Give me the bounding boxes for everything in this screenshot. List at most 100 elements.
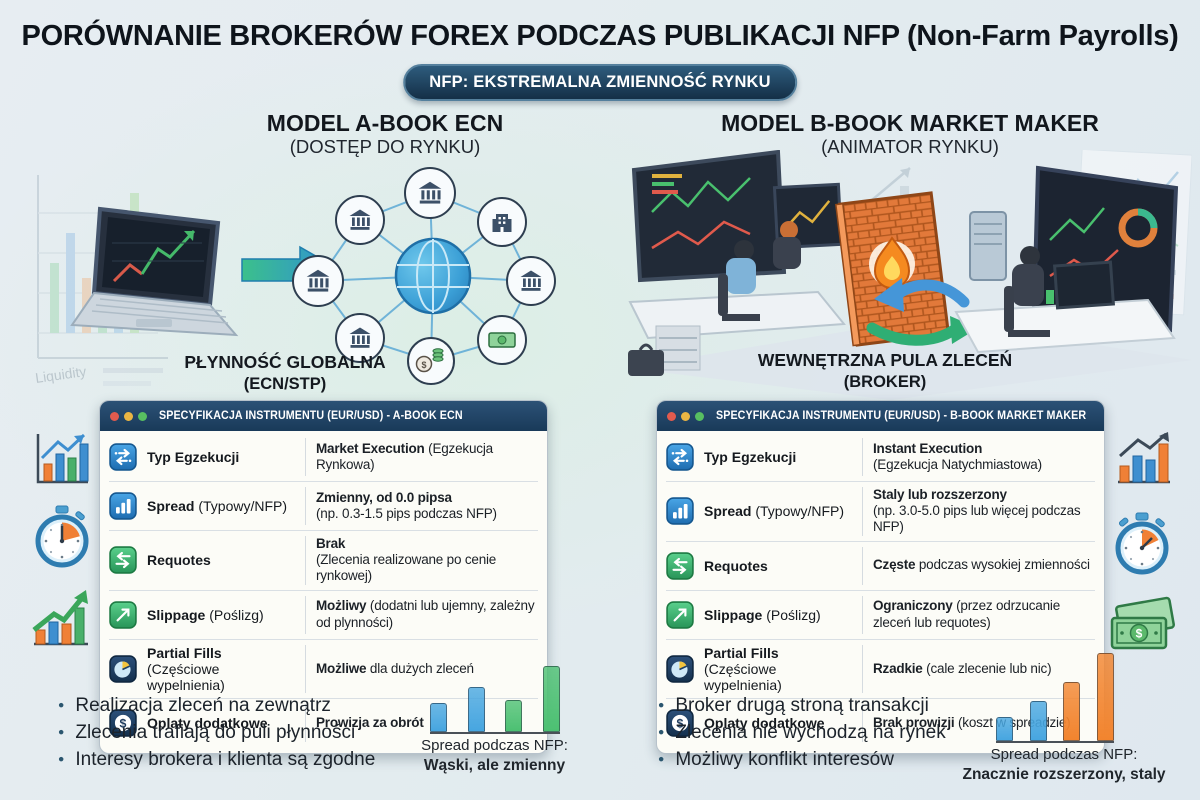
spec-value: Ograniczony (przez odrzucanie zleceń lub… [873, 598, 1061, 630]
spec-value: Możliwe dla dużych zleceń [316, 660, 474, 676]
list-item: Realizacja zleceń na zewnątrz [58, 692, 428, 719]
spec-label: Slippage (Poślizg) [704, 606, 821, 623]
spec-panel-titlebar: SPECYFIKACJA INSTRUMENTU (EUR/USD) - A-B… [100, 401, 547, 431]
left-diagram-label-line1: PŁYNNOŚĆ GLOBALNA [184, 352, 386, 372]
spec-row-spread: Spread (Typowy/NFP) Zmienny, od 0.0 pips… [109, 481, 538, 530]
spec-label: Slippage (Poślizg) [147, 606, 264, 623]
spread-chart-b-book [996, 653, 1114, 743]
spec-row-requotes: Requotes Częste podczas wysokiej zmienno… [666, 540, 1095, 590]
money-bills-icon: $ [1110, 596, 1175, 650]
red-dot-icon [667, 411, 676, 421]
spec-value: Częste podczas wysokiej zmienności [873, 557, 1090, 573]
spec-value: Zmienny, od 0.0 pipsa (np. 0.3-1.5 pips p… [316, 489, 497, 521]
right-column-heading: MODEL B-BOOK MARKET MAKER (ANIMATOR RYNK… [660, 110, 1160, 158]
trader-desk-icon [628, 221, 846, 376]
left-model-title: MODEL A-BOOK ECN [266, 110, 504, 136]
partial-fills-pie-icon [666, 654, 704, 683]
requotes-arrows-icon [109, 546, 147, 575]
spec-label: Typ Egzekucji [147, 448, 240, 465]
slippage-arrow-icon [109, 600, 147, 629]
a-book-summary-list: Realizacja zleceń na zewnątrz Zlecenia t… [58, 692, 428, 773]
swap-arrows-icon [866, 278, 978, 346]
spec-row-slippage: Slippage (Poślizg) Możliwy (dodatni lub … [109, 589, 538, 639]
partial-fills-pie-icon [109, 654, 147, 683]
bank-node-icon [404, 167, 456, 219]
b-book-dealing-desk-diagram [626, 150, 1192, 400]
bank-node-icon [335, 313, 385, 363]
laptop-chart-icon [70, 206, 239, 337]
spread-chart-caption: Spread podczas NFP: Znacznie rozszerzony… [948, 745, 1180, 785]
trader-figure [773, 221, 801, 269]
caption-line1: Spread podczas NFP: [421, 737, 568, 754]
list-item: Interesy brokera i klienta są zgodne [58, 746, 428, 773]
spec-value: Rzadkie (cale zlecenie lub nic) [873, 660, 1052, 676]
list-item: Broker drugą stroną transakcji [658, 692, 1028, 719]
flame-icon [869, 236, 915, 289]
execution-type-icon [666, 443, 704, 471]
requotes-arrows-icon [666, 551, 704, 580]
slippage-arrow-icon [666, 600, 704, 629]
growth-arrow-chart-icon [32, 590, 88, 646]
right-diagram-label-line2: (BROKER) [843, 372, 927, 391]
building-node-icon [477, 197, 527, 247]
right-model-subtitle: (ANIMATOR RYNKU) [821, 136, 999, 158]
svg-text:$: $ [421, 360, 426, 370]
svg-text:Liquidity: Liquidity [34, 363, 87, 386]
spec-label: Requotes [704, 557, 768, 574]
spec-label: Typ Egzekucji [704, 448, 797, 465]
spec-value: Brak (Zlecenia realizowane po cenie rynko… [316, 536, 497, 584]
red-dot-icon [110, 411, 119, 421]
spec-value: Staly lub rozszerzony (np. 3.0-5.0 pips l… [873, 487, 1081, 535]
spec-row-requotes: Requotes Brak (Zlecenia realizowane po ce… [109, 530, 538, 590]
spec-row-spread: Spread (Typowy/NFP) Staly lub rozszerzon… [666, 481, 1095, 541]
yellow-dot-icon [124, 411, 133, 421]
yellow-dot-icon [681, 411, 690, 421]
right-diagram-label-line1: WEWNĘTRZNA PULA ZLECEŃ [757, 350, 1013, 370]
spread-chart-caption: Spread podczas NFP: Wąski, ale zmienny [402, 736, 587, 776]
left-column-heading: MODEL A-BOOK ECN (DOSTĘP DO RYNKU) [135, 110, 635, 158]
green-dot-icon [138, 411, 147, 421]
spread-chart-a-book [430, 666, 560, 734]
green-dot-icon [695, 411, 704, 421]
left-diagram-label: PŁYNNOŚĆ GLOBALNA (ECN/STP) [150, 352, 420, 395]
spec-row-partial-fills: Partial Fills (Częściowe wypelnienia) Moż… [109, 638, 538, 698]
bar-chart-trend-icon [36, 433, 89, 484]
spec-panel-title: SPECYFIKACJA INSTRUMENTU (EUR/USD) - B-B… [716, 410, 1087, 422]
caption-line2: Wąski, ale zmienny [423, 757, 566, 774]
trader-desk-icon [954, 165, 1179, 354]
caption-line2: Znacznie rozszerzony, staly [962, 766, 1166, 783]
svg-text:$: $ [1136, 627, 1143, 641]
spec-row-execution-type: Typ Egzekucji Instant Execution (Egzekucj… [666, 433, 1095, 481]
spec-label: Spread (Typowy/NFP) [704, 503, 845, 520]
spec-panel-titlebar: SPECYFIKACJA INSTRUMENTU (EUR/USD) - B-B… [657, 401, 1104, 431]
right-model-title: MODEL B-BOOK MARKET MAKER [721, 110, 1099, 136]
globe-icon [394, 237, 472, 315]
spread-bars-icon [109, 492, 147, 520]
execution-type-icon [109, 443, 147, 471]
trader-figure [1004, 246, 1050, 337]
left-model-subtitle: (DOSTĘP DO RYNKU) [289, 136, 481, 158]
a-book-liquidity-diagram: Liquidity [34, 167, 556, 386]
bank-node-icon [292, 255, 344, 307]
liquidity-nodes: $ [292, 167, 556, 385]
left-diagram-label-line2: (ECN/STP) [243, 374, 327, 393]
stopwatch-icon [1115, 512, 1169, 575]
spec-panel-title: SPECYFIKACJA INSTRUMENTU (EUR/USD) - A-B… [159, 410, 463, 422]
page-title: PORÓWNANIE BROKERÓW FOREX PODCZAS PUBLIK… [21, 20, 1179, 52]
spec-label: Partial Fills (Częściowe wypelnienia) [704, 644, 782, 693]
money-bill-node-icon [477, 315, 527, 365]
spread-bars-icon [666, 497, 704, 526]
bank-node-icon [506, 256, 556, 306]
bank-node-icon [335, 195, 385, 245]
spec-row-slippage: Slippage (Poślizg) Ograniczony (przez od… [666, 589, 1095, 639]
right-diagram-label: WEWNĘTRZNA PULA ZLECEŃ (BROKER) [740, 350, 1030, 393]
spec-row-execution-type: Typ Egzekucji Market Execution (Egzekucj… [109, 433, 538, 481]
spec-label: Partial Fills (Częściowe wypelnienia) [147, 644, 225, 693]
nfp-badge: NFP: EKSTREMALNA ZMIENNOŚĆ RYNKU [403, 64, 797, 101]
money-bag-node-icon: $ [407, 337, 455, 385]
b-book-summary-list: Broker drugą stroną transakcji Zlecenia … [658, 692, 1028, 773]
list-item: Możliwy konflikt interesów [658, 746, 1028, 773]
caption-line1: Spread podczas NFP: [990, 746, 1138, 763]
spec-row-partial-fills: Partial Fills (Częściowe wypelnienia) Rza… [666, 638, 1095, 698]
